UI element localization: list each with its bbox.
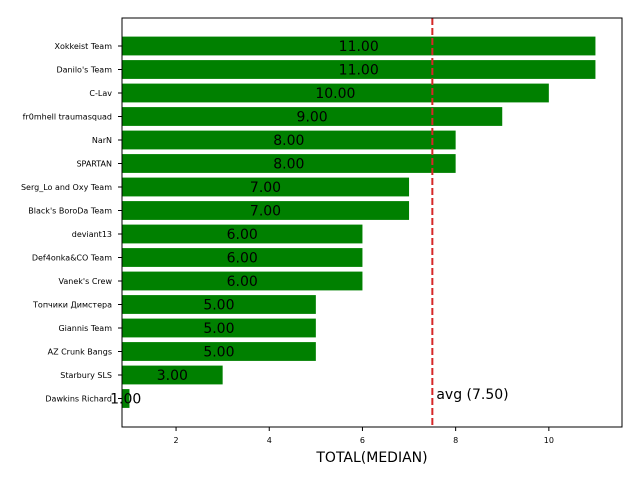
y-tick-label: Serg_Lo and Oxy Team xyxy=(21,183,112,192)
bar xyxy=(122,83,549,103)
bar-value-label: 7.00 xyxy=(250,204,281,220)
x-tick-label: 6 xyxy=(360,436,365,445)
y-tick-label: Xokkeist Team xyxy=(55,42,113,51)
bar xyxy=(122,130,456,150)
bar-value-label: 8.00 xyxy=(273,157,304,173)
y-tick-label: Топчики Димстера xyxy=(32,301,112,310)
y-tick-label: Dawkins Richard xyxy=(45,395,112,404)
x-tick-label: 8 xyxy=(453,436,458,445)
y-tick-label: Starbury SLS xyxy=(60,371,112,380)
bar xyxy=(122,248,363,267)
bar xyxy=(122,177,410,197)
y-tick-label: Vanek's Crew xyxy=(59,277,113,286)
y-tick-label: AZ Crunk Bangs xyxy=(48,348,112,357)
bar xyxy=(122,224,363,244)
bar-value-labels: 11.00 11.00 10.00 9.00 8.00 8.00 7.00 7.00 6.00 6… xyxy=(110,39,379,408)
bar xyxy=(122,154,456,173)
y-tick-label: SPARTAN xyxy=(76,160,112,169)
y-tick-label: fr0mhell traumasquad xyxy=(23,113,112,122)
y-tick-label: NarN xyxy=(92,136,112,145)
y-tick-label: Danilo's Team xyxy=(56,66,112,75)
bars-group xyxy=(122,36,596,408)
y-tick-label: C-Lav xyxy=(89,89,112,98)
bar xyxy=(122,318,316,338)
y-axis-ticks: Xokkeist Team Danilo's Team C-Lav fr0mhell … xyxy=(21,42,122,404)
bar xyxy=(122,36,596,56)
bar-value-label: 6.00 xyxy=(227,251,258,267)
y-tick-label: Def4onka&CO Team xyxy=(32,254,112,263)
bar-value-label: 6.00 xyxy=(227,274,258,290)
bar-value-label: 11.00 xyxy=(339,63,379,79)
bar-value-label: 10.00 xyxy=(315,86,355,102)
plot-frame xyxy=(121,17,623,428)
bar-value-label: 7.00 xyxy=(250,180,281,196)
bar-value-label: 3.00 xyxy=(157,368,188,384)
x-axis-label: TOTAL(MEDIAN) xyxy=(315,450,427,466)
bar xyxy=(122,201,410,220)
bar-value-label: 5.00 xyxy=(203,298,234,314)
x-tick-label: 4 xyxy=(267,436,272,445)
bar-value-label: 9.00 xyxy=(297,110,328,126)
bar-value-label: 5.00 xyxy=(203,321,234,337)
y-tick-label: Giannis Team xyxy=(58,324,112,333)
bar xyxy=(122,365,223,385)
bar-value-label: 5.00 xyxy=(203,345,234,361)
bar xyxy=(122,271,363,291)
bar-value-label: 6.00 xyxy=(227,227,258,243)
bar-value-label: 8.00 xyxy=(273,133,304,149)
average-label: avg (7.50) xyxy=(436,387,508,403)
y-tick-label: Black's BoroDa Team xyxy=(28,207,112,216)
bar-value-label: 1.00 xyxy=(110,392,141,408)
bar xyxy=(122,342,316,361)
bar xyxy=(122,389,130,408)
x-tick-label: 10 xyxy=(544,436,554,445)
bar xyxy=(122,107,503,126)
bar xyxy=(122,295,316,314)
y-tick-label: deviant13 xyxy=(72,230,112,239)
bar-value-label: 11.00 xyxy=(339,39,379,55)
x-tick-label: 2 xyxy=(174,436,179,445)
x-axis-ticks: 2 4 6 8 10 xyxy=(174,427,554,445)
bar xyxy=(122,60,596,79)
